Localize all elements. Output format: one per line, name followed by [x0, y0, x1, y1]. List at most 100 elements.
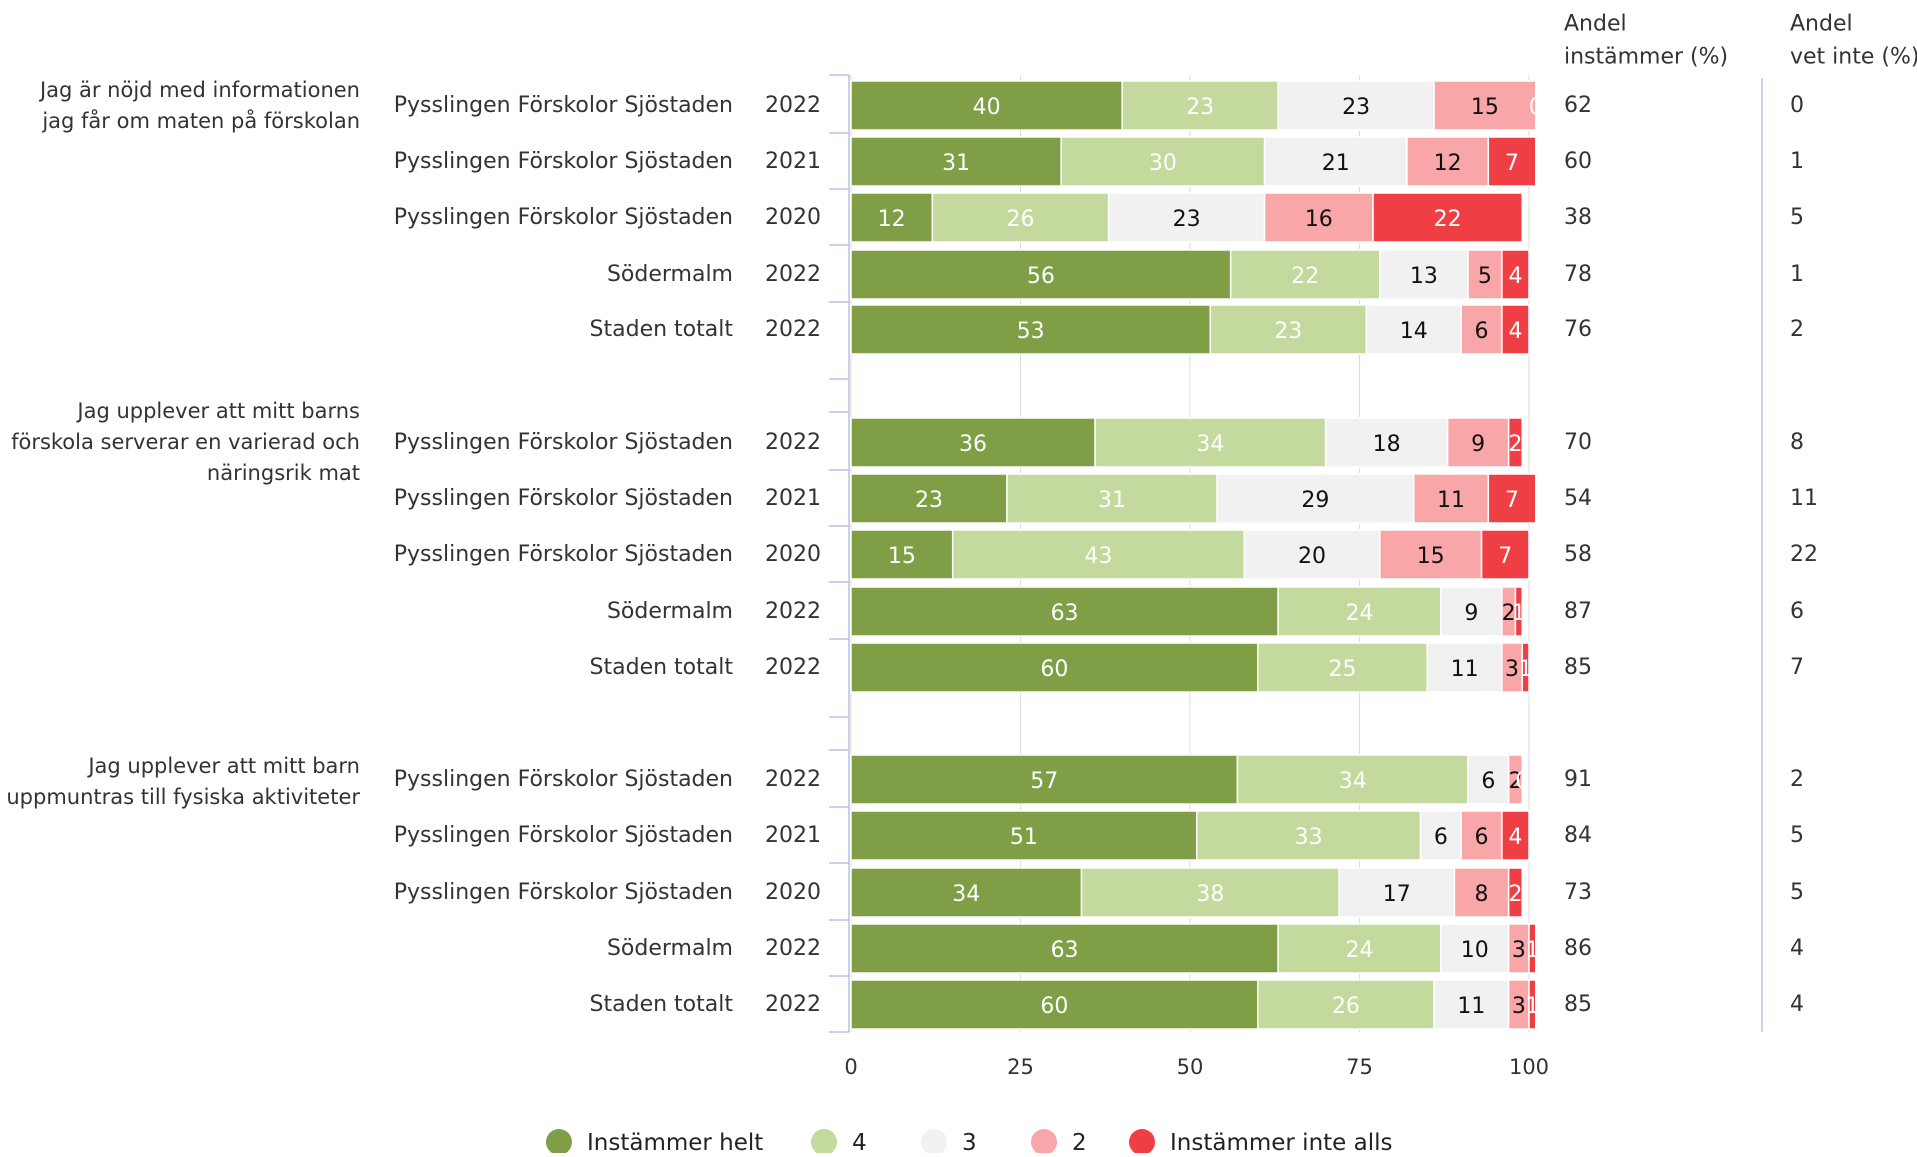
data-label: 7: [1498, 544, 1512, 569]
data-label: 31: [1098, 488, 1126, 513]
legend-label: 3: [962, 1130, 977, 1153]
data-label: 1: [1512, 601, 1526, 626]
data-label: 11: [1437, 488, 1465, 513]
bar-segment: [951, 529, 1245, 580]
data-label: 25: [1329, 657, 1357, 682]
bar-segment: [1060, 136, 1266, 187]
bar-segment: [1406, 136, 1490, 187]
row-label: Pysslingen Förskolor Sjöstaden: [394, 93, 733, 118]
bar-segment: [1412, 473, 1490, 524]
data-label: 18: [1373, 432, 1401, 457]
row-label: Staden totalt: [590, 317, 734, 342]
data-label: 3: [1505, 657, 1519, 682]
agree-value: 85: [1564, 655, 1592, 680]
data-label: 23: [1173, 207, 1201, 232]
data-label: 26: [1007, 207, 1035, 232]
bar-segment: [850, 642, 1259, 693]
bar-segment: [1236, 754, 1469, 805]
data-label: 34: [1339, 769, 1367, 794]
bar-segment: [1107, 192, 1266, 243]
row-year: 2022: [765, 655, 821, 680]
data-label: 63: [1051, 938, 1079, 963]
data-label: 24: [1346, 938, 1374, 963]
row-label: Pysslingen Förskolor Sjöstaden: [394, 823, 733, 848]
question-label: Jag upplever att mitt barns: [75, 399, 360, 423]
data-label: 12: [1434, 151, 1462, 176]
data-label: 60: [1040, 994, 1068, 1019]
dontknow-header: Andel: [1790, 12, 1853, 37]
data-label: 23: [1186, 95, 1214, 120]
data-label: 23: [915, 488, 943, 513]
row-year: 2020: [765, 205, 821, 230]
data-label: 4: [1508, 319, 1522, 344]
legend-label: Instämmer inte alls: [1170, 1130, 1393, 1153]
bar-segment: [1277, 586, 1442, 637]
data-label: 2: [1508, 432, 1522, 457]
bar-segment: [1324, 417, 1449, 468]
legend-marker: [1031, 1129, 1057, 1155]
question-label: förskola serverar en varierad och: [11, 430, 360, 454]
agree-value: 38: [1564, 205, 1592, 230]
dontknow-value: 1: [1790, 149, 1804, 174]
bar-segment: [1419, 810, 1462, 861]
bar-segment: [1263, 192, 1374, 243]
data-label: 14: [1400, 319, 1428, 344]
row-year: 2022: [765, 936, 821, 961]
agree-value: 86: [1564, 936, 1592, 961]
data-label: 10: [1461, 938, 1489, 963]
agree-header: instämmer (%): [1564, 45, 1728, 70]
question-label: jag får om maten på förskolan: [41, 108, 360, 133]
bar-segment: [850, 810, 1198, 861]
data-label: 15: [888, 544, 916, 569]
bar-segment: [1501, 810, 1530, 861]
row-year: 2022: [765, 93, 821, 118]
bar-segment: [1006, 473, 1218, 524]
data-label: 43: [1084, 544, 1112, 569]
agree-value: 84: [1564, 823, 1592, 848]
data-label: 22: [1434, 207, 1462, 232]
data-label: 0: [1529, 95, 1543, 120]
data-label: 8: [1475, 882, 1489, 907]
bar-segment: [1257, 979, 1435, 1030]
bar-segment: [1446, 417, 1510, 468]
agree-value: 78: [1564, 262, 1592, 287]
data-label: 7: [1505, 488, 1519, 513]
agree-value: 58: [1564, 542, 1592, 567]
question-label: uppmuntras till fysiska aktiviteter: [6, 785, 360, 809]
row-label: Södermalm: [607, 936, 733, 961]
data-label: 53: [1017, 319, 1045, 344]
data-label: 56: [1027, 264, 1055, 289]
data-label: 63: [1051, 601, 1079, 626]
bar-segment: [1338, 867, 1456, 918]
bar-segment: [1243, 529, 1381, 580]
data-label: 12: [878, 207, 906, 232]
legend-marker: [1129, 1129, 1155, 1155]
row-label: Pysslingen Förskolor Sjöstaden: [394, 880, 733, 905]
bar-segment: [1426, 642, 1503, 693]
bar-segment: [1480, 529, 1530, 580]
row-year: 2021: [765, 486, 821, 511]
data-label: 29: [1301, 488, 1329, 513]
data-label: 15: [1471, 95, 1499, 120]
bar-segment: [1487, 473, 1537, 524]
data-label: 9: [1464, 601, 1478, 626]
data-label: 38: [1196, 882, 1224, 907]
dontknow-value: 8: [1790, 430, 1804, 455]
data-label: 2: [1508, 882, 1522, 907]
bar-segment: [1121, 80, 1279, 131]
bar-segment: [1433, 80, 1537, 131]
dontknow-value: 0: [1790, 93, 1804, 118]
data-label: 13: [1410, 264, 1438, 289]
dontknow-value: 4: [1790, 992, 1804, 1017]
bar-segment: [1521, 642, 1530, 693]
row-label: Pysslingen Förskolor Sjöstaden: [394, 149, 733, 174]
agree-value: 54: [1564, 486, 1592, 511]
legend-marker: [546, 1129, 572, 1155]
data-label: 21: [1322, 151, 1350, 176]
bar-segment: [1379, 249, 1469, 300]
data-label: 7: [1505, 151, 1519, 176]
bar-segment: [1467, 249, 1503, 300]
bar-segment: [850, 923, 1279, 974]
question-label: Jag upplever att mitt barn: [86, 754, 360, 778]
dontknow-value: 5: [1790, 823, 1804, 848]
